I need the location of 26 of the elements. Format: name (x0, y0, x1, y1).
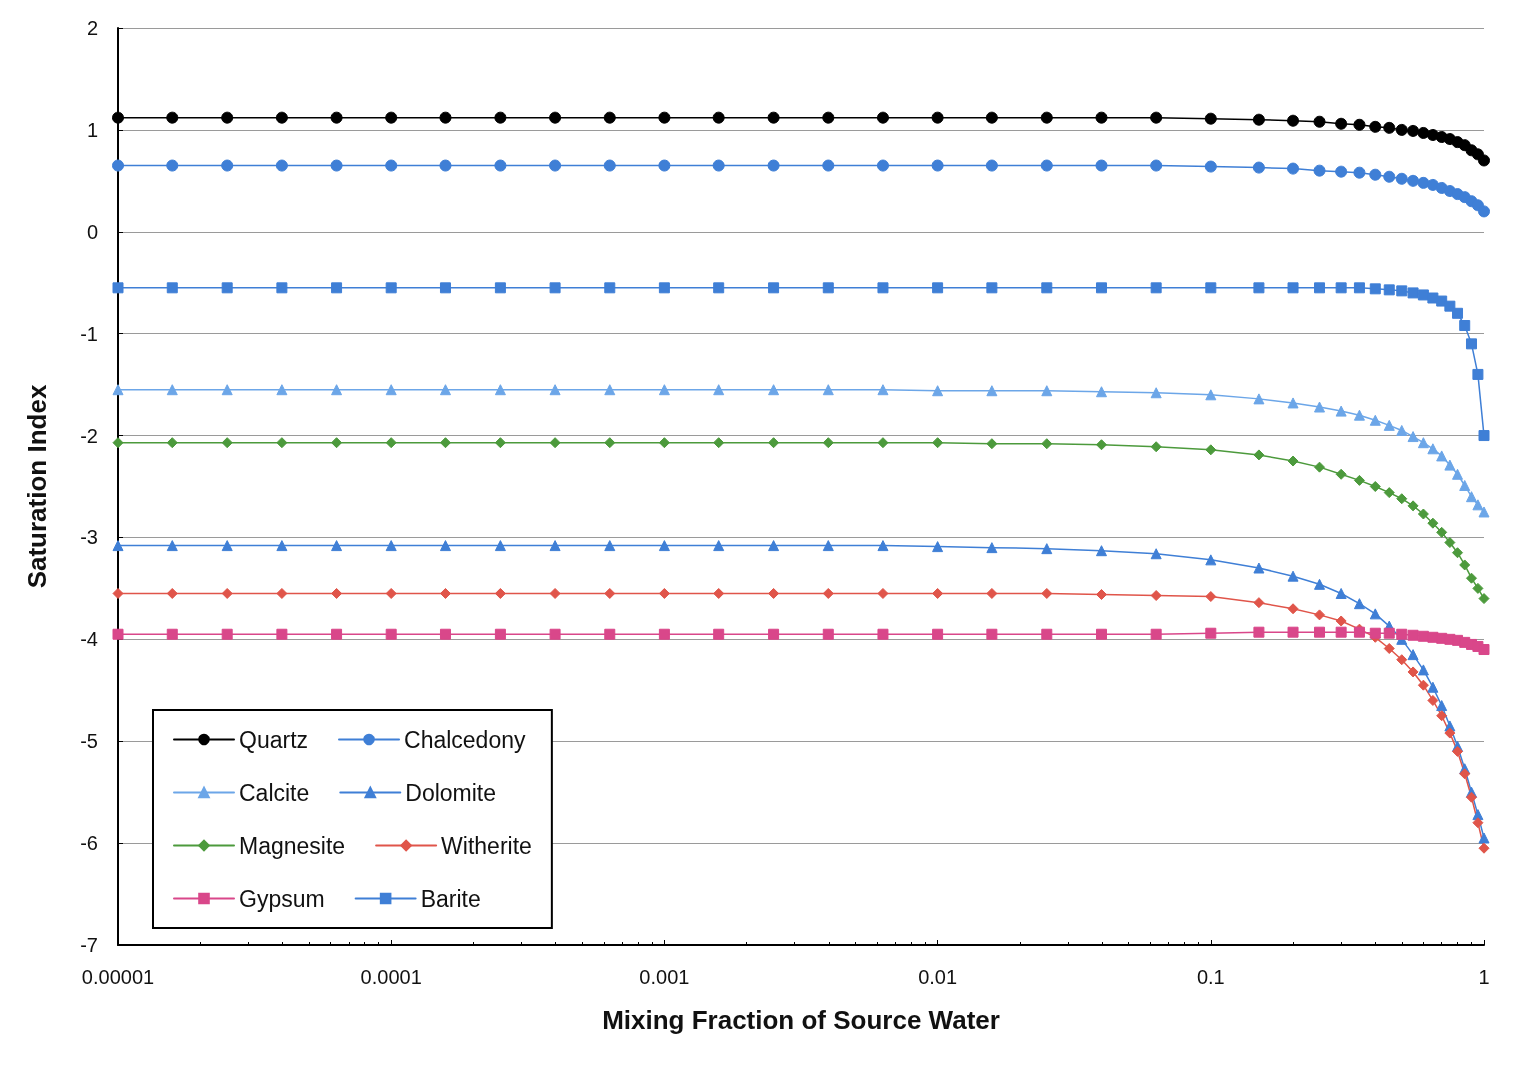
x-tick-label: 0.001 (639, 966, 690, 988)
y-tick-label: -1 (80, 322, 98, 345)
legend-label: Dolomite (405, 779, 497, 806)
y-tick-label: -5 (80, 730, 98, 753)
legend-label: Gypsum (239, 885, 325, 912)
legend-label: Magnesite (239, 832, 346, 859)
legend-label: Chalcedony (404, 726, 526, 753)
y-tick-label: -4 (80, 628, 98, 651)
y-tick-label: -7 (80, 934, 98, 956)
y-tick-label: 2 (86, 17, 98, 39)
y-axis-title: Saturation Index (22, 384, 52, 589)
x-tick-label: 0.01 (918, 966, 958, 988)
x-axis-title: Mixing Fraction of Source Water (602, 1005, 1000, 1035)
y-tick-label: 1 (86, 118, 98, 141)
x-tick-label: 0.0001 (360, 966, 422, 988)
legend-label: Calcite (239, 779, 310, 806)
legend-label: Witherite (441, 832, 532, 859)
y-tick-label: -2 (80, 424, 98, 447)
y-tick-label: 0 (86, 220, 98, 243)
x-tick-label: 0.00001 (81, 966, 155, 988)
y-tick-label: -6 (80, 832, 98, 855)
x-tick-label: 0.1 (1196, 966, 1225, 988)
legend-label: Barite (420, 885, 481, 912)
x-tick-label: 1 (1478, 966, 1490, 988)
legend-label: Quartz (239, 726, 309, 753)
y-tick-label: -3 (80, 526, 98, 549)
